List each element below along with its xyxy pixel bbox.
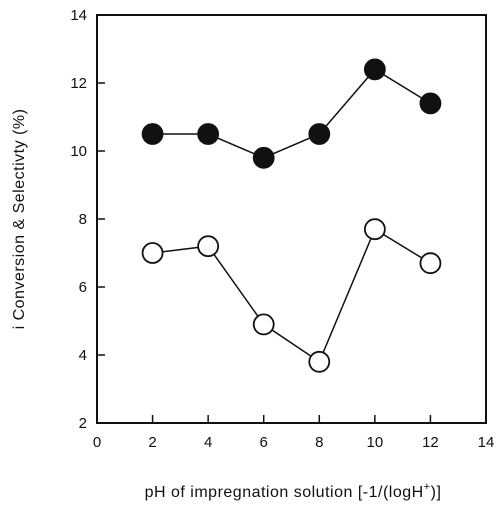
x-tick-label: 4 — [204, 434, 212, 451]
x-tick-label: 14 — [478, 434, 495, 451]
y-tick-label: 14 — [70, 7, 87, 24]
plot-frame — [96, 14, 487, 424]
y-tick-label: 10 — [70, 143, 87, 160]
x-tick-label: 8 — [315, 434, 323, 451]
x-axis: 0 2 4 6 8 10 12 14 — [93, 415, 495, 451]
series-1-line — [152, 68, 431, 159]
x-axis-title-main: pH of impregnation solution [-1/(logH — [145, 484, 424, 501]
series-2-point — [419, 252, 442, 275]
y-tick-label: 8 — [79, 211, 87, 228]
series-1-point — [419, 92, 442, 115]
y-tick-label: 12 — [70, 75, 87, 92]
y-axis-title: i Conversion & Selectivty (%) — [11, 109, 28, 330]
series-2-point — [308, 350, 331, 373]
series-2-point — [363, 218, 386, 241]
x-tick-label: 10 — [367, 434, 384, 451]
series-2-line — [152, 228, 431, 363]
y-tick-label: 4 — [79, 347, 87, 364]
x-axis-title: pH of impregnation solution [-1/(logH+)] — [145, 481, 442, 501]
x-tick-label: 0 — [93, 434, 101, 451]
x-tick-label: 12 — [422, 434, 439, 451]
series-layer — [141, 58, 442, 373]
series-1-point — [252, 146, 275, 169]
x-tick-label: 6 — [260, 434, 268, 451]
series-2-point — [141, 242, 164, 264]
series-1-point — [363, 58, 386, 81]
series-1-point — [141, 123, 164, 145]
series-1-point — [197, 123, 220, 145]
y-tick-label: 6 — [79, 279, 87, 296]
x-axis-title-sup: + — [424, 481, 431, 493]
series-2-point — [252, 313, 275, 336]
series-2-point — [197, 235, 220, 258]
y-axis: 2 4 6 8 10 12 14 — [70, 7, 105, 432]
x-tick-label: 2 — [148, 434, 156, 451]
y-tick-label: 2 — [79, 415, 87, 432]
series-1-point — [308, 123, 331, 145]
x-axis-title-suffix: )] — [431, 484, 442, 501]
